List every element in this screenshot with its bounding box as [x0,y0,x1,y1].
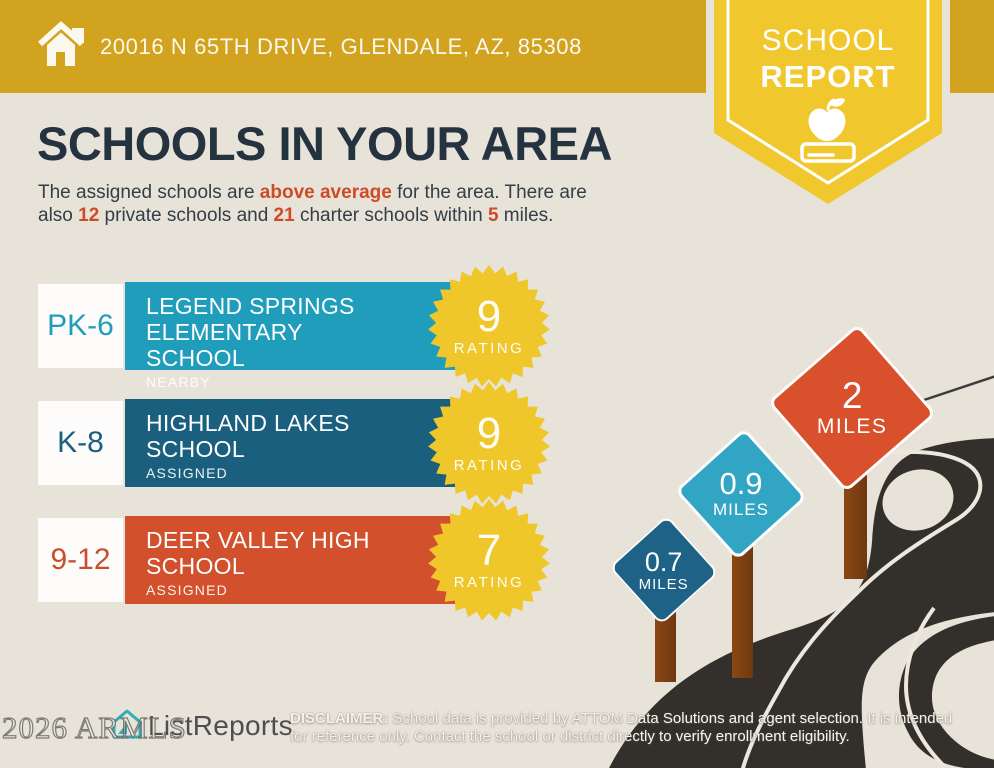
school-row-high: 9-12 DEER VALLEY HIGH SCHOOL ASSIGNED [38,516,498,604]
intro-highlight-miles: 5 [487,205,499,226]
disclaimer-text: DISCLAIMER: School data is provided by A… [290,710,953,745]
ribbon-text: SCHOOL REPORT [706,0,950,95]
distance-value: 0.9 [719,466,763,501]
rating-badge-high: 7 RATING [427,498,551,622]
rating-badge-elementary: 9 RATING [427,264,551,388]
rating-value: 9 [476,292,502,341]
school-status: ASSIGNED [146,465,228,481]
armls-watermark: 2026 ARMLS [1,709,187,745]
school-status: NEARBY [146,374,211,390]
grade-range: K-8 [38,401,123,485]
distant-road-line [923,375,994,402]
distance-unit: MILES [816,415,888,438]
rating-label: RATING [453,574,525,591]
distance-value: 2 [841,375,863,416]
distance-unit: MILES [638,575,690,593]
intro-highlight-above-average: above average [259,182,392,203]
starburst-icon [428,382,550,504]
intro-highlight-private-count: 12 [78,205,100,226]
rating-badge-middle: 9 RATING [427,381,551,505]
school-status: ASSIGNED [146,582,228,598]
school-row-elementary: PK-6 LEGEND SPRINGS ELEMENTARY SCHOOL NE… [38,282,498,390]
rating-label: RATING [453,457,525,474]
intro-text: The assigned schools are [38,182,260,203]
sign-post-far [844,468,867,579]
property-address: 20016 N 65TH DRIVE, GLENDALE, AZ, 85308 [100,33,582,59]
school-bar: DEER VALLEY HIGH SCHOOL ASSIGNED [125,516,493,604]
road-island-upper [882,469,954,531]
rating-label: RATING [453,340,525,357]
disclaimer-label: DISCLAIMER: [290,710,389,727]
school-name: DEER VALLEY HIGH SCHOOL [146,527,370,579]
starburst-icon [428,265,550,387]
intro-highlight-charter-count: 21 [273,205,295,226]
apple-on-book-icon [800,98,856,163]
road-centerline-curl [903,606,946,768]
listreports-house-icon [112,709,142,739]
grade-range: PK-6 [38,284,123,368]
road-island-lower [931,640,994,760]
rating-value: 9 [476,409,502,458]
intro-paragraph: The assigned schools are above average f… [38,182,587,226]
ribbon-school-label: SCHOOL [761,24,895,57]
listreports-logo-text: ListReports [148,710,293,741]
home-icon [37,20,85,66]
school-name: HIGHLAND LAKES SCHOOL [146,410,350,462]
school-row-middle: K-8 HIGHLAND LAKES SCHOOL ASSIGNED [38,399,498,487]
school-bar: HIGHLAND LAKES SCHOOL ASSIGNED [125,399,493,487]
grade-range: 9-12 [38,518,123,602]
starburst-icon [428,499,550,621]
school-name: LEGEND SPRINGS ELEMENTARY SCHOOL [146,293,355,371]
rating-value: 7 [476,526,502,575]
distance-value: 0.7 [645,546,683,577]
road-centerline [741,450,983,768]
page-title: SCHOOLS IN YOUR AREA [37,117,612,170]
sign-post-mid [732,540,753,678]
ribbon-report-label: REPORT [760,59,896,94]
distance-unit: MILES [712,500,770,519]
school-bar: LEGEND SPRINGS ELEMENTARY SCHOOL NEARBY [125,282,493,390]
